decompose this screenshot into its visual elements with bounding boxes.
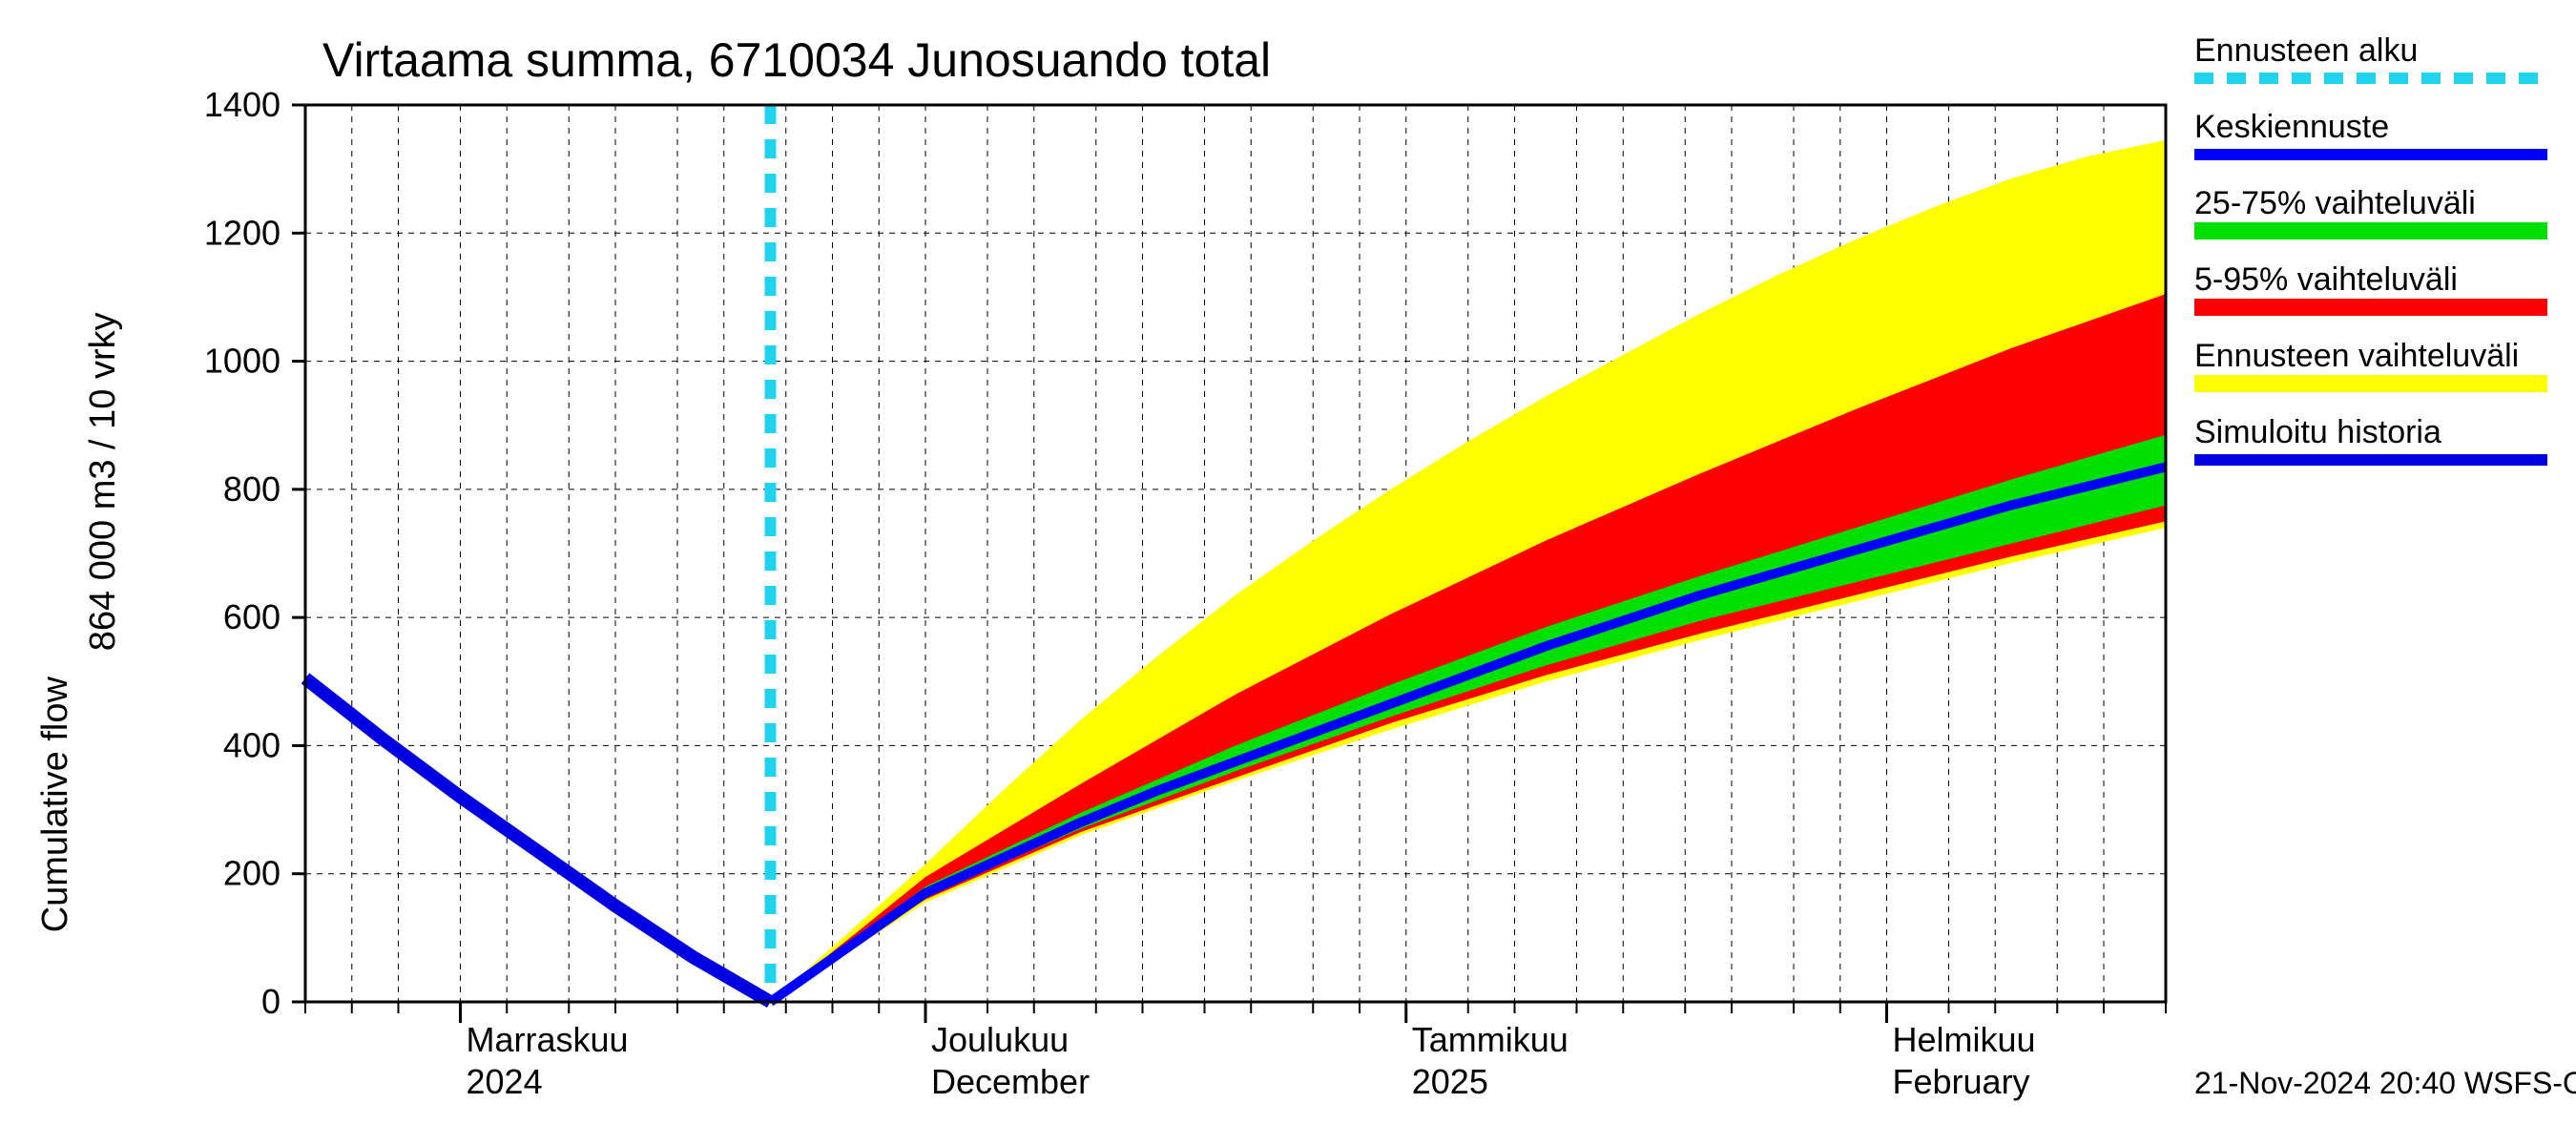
ytick-label: 1200 (204, 213, 280, 252)
legend-label: Ennusteen alku (2194, 32, 2418, 69)
y-axis-label-2: 864 000 m3 / 10 vrky (83, 312, 123, 651)
x-month-label-top: Helmikuu (1893, 1020, 2036, 1059)
y-axis-label-1: Cumulative flow (35, 677, 75, 933)
x-month-label-bottom: 2025 (1412, 1062, 1488, 1101)
legend-label: Keskiennuste (2194, 109, 2389, 145)
x-month-label-top: Marraskuu (467, 1020, 629, 1059)
ytick-label: 1000 (204, 342, 280, 381)
ytick-label: 800 (223, 469, 280, 509)
ytick-label: 600 (223, 597, 280, 636)
legend-label: Simuloitu historia (2194, 414, 2441, 450)
ytick-label: 0 (261, 982, 280, 1021)
x-month-label-top: Tammikuu (1412, 1020, 1568, 1059)
legend-label: 25-75% vaihteluväli (2194, 185, 2476, 221)
ytick-label: 1400 (204, 85, 280, 124)
x-month-label-top: Joulukuu (931, 1020, 1069, 1059)
x-month-label-bottom: February (1893, 1062, 2030, 1101)
ytick-label: 400 (223, 725, 280, 764)
legend-label: Ennusteen vaihteluväli (2194, 338, 2519, 374)
chart-footer: 21-Nov-2024 20:40 WSFS-O (2194, 1066, 2576, 1100)
chart-container: 0 200 400 600 800 1000 1200 1400 Marraskuu2024 Jo… (0, 0, 2576, 1145)
chart-title: Virtaama summa, 6710034 Junosuando total (322, 33, 1271, 87)
ytick-label: 200 (223, 854, 280, 893)
chart-svg: 0 200 400 600 800 1000 1200 1400 Marraskuu2024 Jo… (0, 0, 2576, 1145)
legend-swatch (2194, 299, 2547, 316)
legend-swatch (2194, 222, 2547, 239)
legend-label: 5-95% vaihteluväli (2194, 261, 2458, 298)
x-month-label-bottom: 2024 (467, 1062, 543, 1101)
x-month-label-bottom: December (931, 1062, 1090, 1101)
legend-swatch (2194, 375, 2547, 392)
